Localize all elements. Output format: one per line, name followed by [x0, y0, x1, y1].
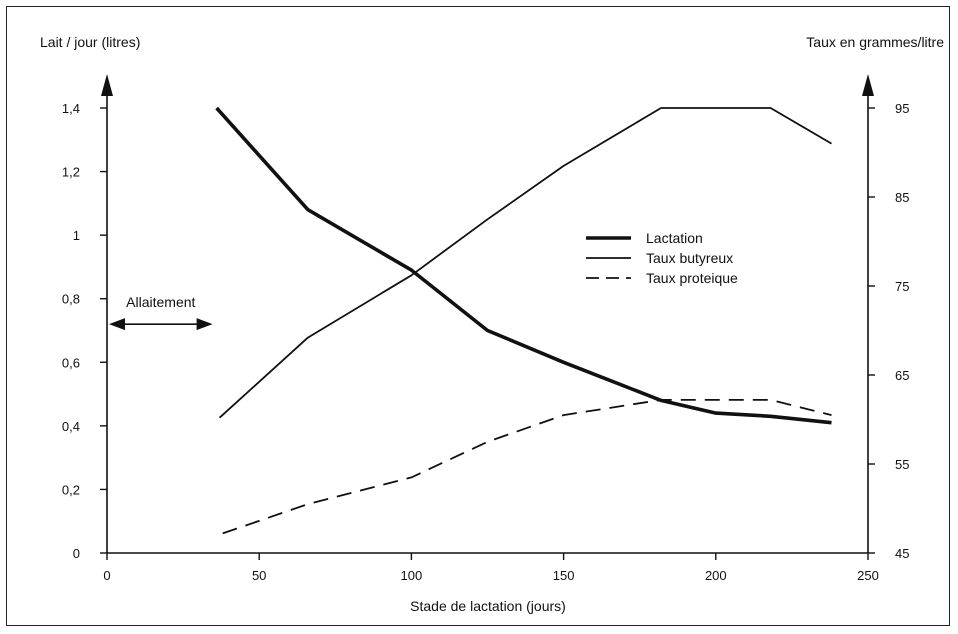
right-y-tick-label: 85 — [895, 190, 909, 205]
series-group — [215, 106, 832, 535]
left-y-tick-label: 0,4 — [62, 419, 80, 434]
x-tick-label: 50 — [252, 568, 266, 583]
left-y-tick-label: 0,6 — [62, 355, 80, 370]
right-y-tick-label: 55 — [895, 457, 909, 472]
chart-frame — [6, 6, 950, 626]
series-line-taux-proteique — [222, 398, 832, 535]
left-y-tick-label: 1,4 — [62, 101, 80, 116]
x-tick-label: 250 — [857, 568, 879, 583]
axes-group — [101, 74, 874, 554]
right-y-tick-label: 75 — [895, 279, 909, 294]
left-y-tick-label: 1 — [73, 228, 80, 243]
annotation-group: Allaitement — [109, 294, 213, 331]
legend: Lactation Taux butyreux Taux proteique — [586, 230, 738, 286]
left-y-tick-label: 1,2 — [62, 165, 80, 180]
left-y-tick-label: 0 — [73, 546, 80, 561]
right-y-tick-label: 95 — [895, 101, 909, 116]
left-y-tick-label: 0,2 — [62, 482, 80, 497]
legend-label-lactation: Lactation — [646, 230, 703, 246]
x-tick-label: 0 — [103, 568, 110, 583]
left-y-tick-label: 0,8 — [62, 292, 80, 307]
series-line-lactation — [215, 106, 832, 425]
left-axis-label: Lait / jour (litres) — [40, 34, 140, 50]
x-tick-label: 150 — [553, 568, 575, 583]
legend-label-taux-butyreux: Taux butyreux — [646, 250, 733, 266]
right-y-axis-arrow — [862, 74, 874, 96]
right-y-tick-label: 45 — [895, 546, 909, 561]
right-y-tick-label: 65 — [895, 368, 909, 383]
annotation-arrow-left-head — [109, 318, 125, 331]
x-tick-label: 100 — [401, 568, 423, 583]
ticks-group: 0 50 100 150 200 250 0 0,2 0,4 0,6 0,8 1 1,2 1,4 45 55 6… — [62, 101, 910, 583]
annotation-label: Allaitement — [126, 294, 195, 310]
annotation-arrow-right-head — [196, 318, 213, 331]
legend-label-taux-proteique: Taux proteique — [646, 270, 738, 286]
series-line-taux-butyreux — [218, 107, 832, 419]
right-axis-label: Taux en grammes/litre — [806, 34, 944, 50]
left-y-axis-arrow — [101, 74, 113, 96]
x-axis-label: Stade de lactation (jours) — [410, 598, 566, 614]
x-tick-label: 200 — [705, 568, 727, 583]
